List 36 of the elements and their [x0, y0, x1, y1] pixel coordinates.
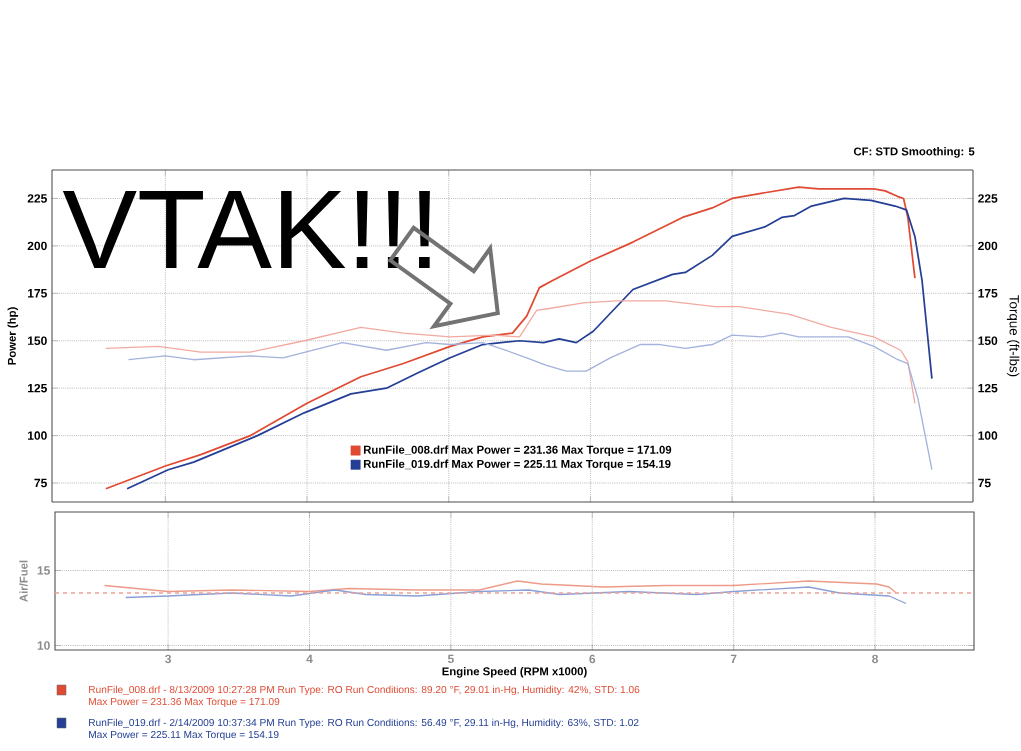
x-tick-label: 6	[589, 654, 596, 664]
y-tick-label: 225	[27, 194, 47, 203]
y-tick-label: 75	[34, 478, 47, 488]
y2-tick-label: 100	[978, 431, 998, 440]
line-series	[125, 586, 907, 605]
x-tick-label: 8	[872, 654, 879, 664]
x-tick-label: 5	[447, 654, 454, 664]
text: CF: STD Smoothing: 5	[853, 147, 975, 158]
x-tick-label: 4	[306, 654, 313, 663]
line-series	[105, 300, 916, 405]
text: RunFile_019.drf - 2/14/2009 10:37:34 PM Run Type: RO Run Conditions: 56.49 °F, 29.11 in-Hg, Humidity: 63%, STD: 1.02	[89, 718, 639, 729]
legend-label: RunFile_008.drf Max Power = 231.36 Max Torque = 171.09	[363, 445, 672, 456]
y-tick-label: 125	[28, 383, 47, 393]
annotation: VTAK!!!	[62, 190, 430, 268]
x-axis-title: Engine Speed (RPM x1000)	[442, 667, 587, 678]
y2-tick-label: 75	[978, 478, 991, 488]
text: Max Power = 225.11 Max Torque = 154.19	[89, 730, 279, 741]
y-tick-label: 10	[37, 641, 50, 650]
x-tick-label: 7	[730, 654, 737, 663]
text: Max Power = 231.36 Max Torque = 171.09	[89, 697, 280, 708]
y-tick-label: 150	[28, 336, 47, 345]
y2-tick-label: 175	[978, 289, 998, 298]
y-tick-label: 200	[27, 241, 47, 251]
y2-tick-label: 200	[978, 241, 998, 251]
y-tick-label: 100	[28, 431, 47, 440]
legend-label: RunFile_019.drf Max Power = 225.11 Max Torque = 154.19	[363, 459, 671, 471]
text: RunFile_008.drf - 8/13/2009 10:27:28 PM Run Type: RO Run Conditions: 89.20 °F, 29.01 in-Hg, Humidity: 42%, STD: 1.06	[89, 685, 640, 696]
y-tick-label: 15	[37, 566, 50, 575]
y-axis-title: Power (hp)	[7, 307, 19, 365]
y2-tick-label: 150	[978, 336, 998, 345]
y-axis-title: Air/Fuel	[19, 560, 28, 602]
x-tick-label: 3	[165, 654, 172, 664]
y2-tick-label: 125	[978, 383, 998, 393]
y2-axis-title: Torque (ft-lbs)	[1006, 295, 1020, 377]
y2-tick-label: 225	[978, 194, 998, 203]
y-tick-label: 175	[28, 289, 47, 298]
